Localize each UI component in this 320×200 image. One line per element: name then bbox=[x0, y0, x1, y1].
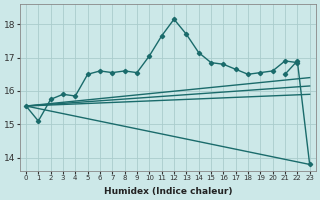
X-axis label: Humidex (Indice chaleur): Humidex (Indice chaleur) bbox=[104, 187, 232, 196]
